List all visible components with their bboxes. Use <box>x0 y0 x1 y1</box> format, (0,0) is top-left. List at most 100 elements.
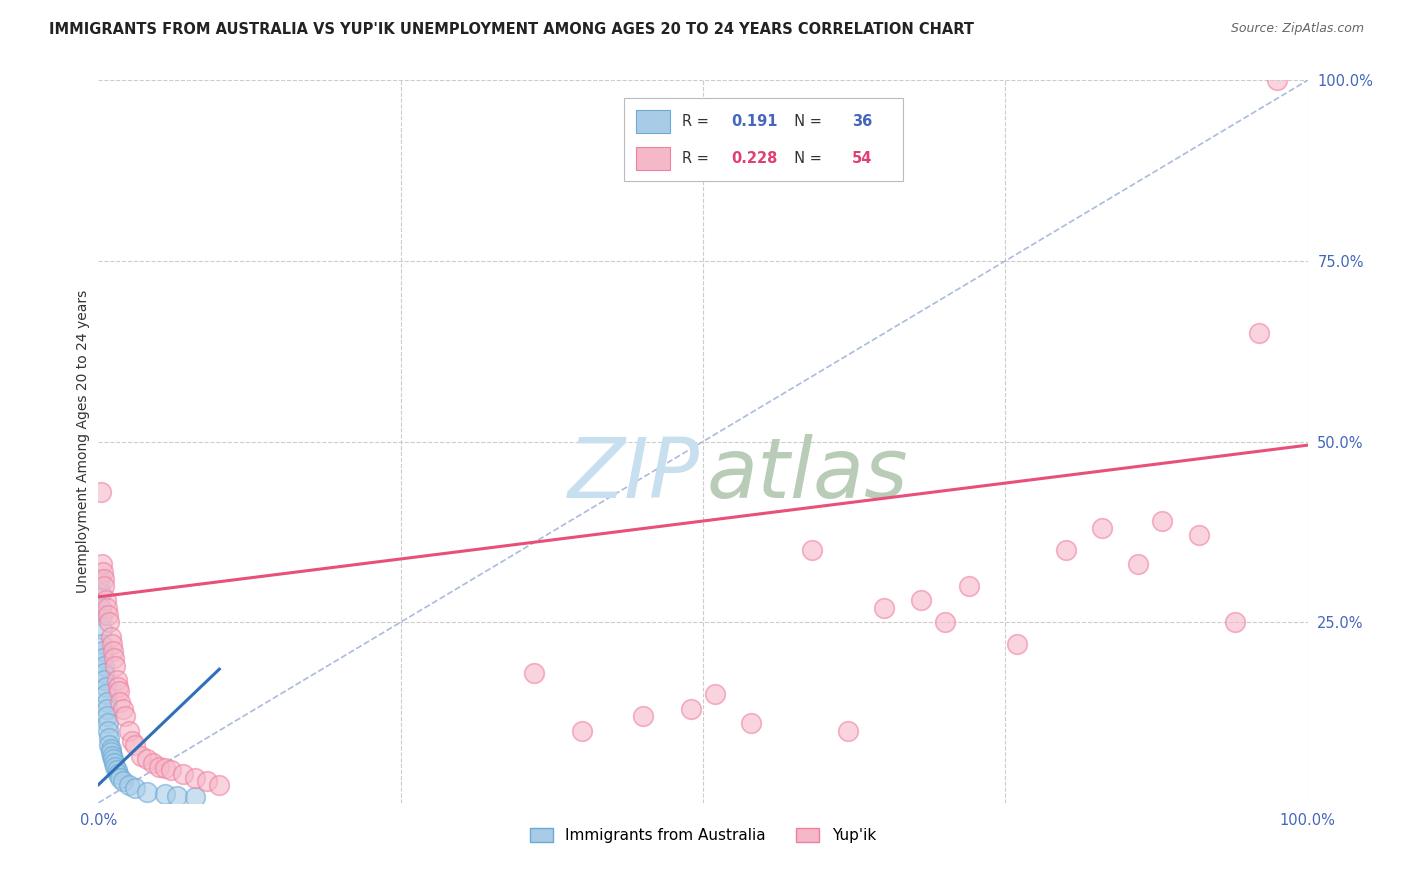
Point <box>571 723 593 738</box>
Point <box>93 658 115 673</box>
Point <box>104 760 127 774</box>
Point <box>100 637 122 651</box>
Point <box>135 752 157 766</box>
Point <box>800 542 823 557</box>
Text: N =: N = <box>785 114 827 129</box>
Point <box>96 600 118 615</box>
Point <box>124 781 146 796</box>
Point <box>94 680 117 694</box>
Point <box>142 756 165 770</box>
Point <box>148 760 170 774</box>
Point <box>1128 558 1150 572</box>
Point <box>631 709 654 723</box>
Point <box>103 651 125 665</box>
Text: 36: 36 <box>852 114 872 129</box>
Point <box>91 565 114 579</box>
Point <box>957 579 980 593</box>
Point <box>93 579 115 593</box>
Point <box>91 607 114 622</box>
Point <box>108 695 131 709</box>
Point <box>153 787 176 801</box>
Point <box>103 756 125 770</box>
Point <box>98 731 121 745</box>
Point <box>523 665 546 680</box>
Text: N =: N = <box>785 151 827 166</box>
Point <box>97 723 120 738</box>
Point <box>837 723 859 738</box>
Point <box>91 651 114 665</box>
Point <box>89 572 111 586</box>
Point <box>135 785 157 799</box>
Point <box>90 586 112 600</box>
Point <box>100 630 122 644</box>
Point <box>108 771 131 785</box>
Point <box>166 789 188 803</box>
Point <box>184 790 207 805</box>
Point <box>108 683 131 698</box>
Point <box>114 709 136 723</box>
FancyBboxPatch shape <box>637 146 671 169</box>
Point <box>100 741 122 756</box>
Point <box>172 767 194 781</box>
Point <box>96 695 118 709</box>
Legend: Immigrants from Australia, Yup'ik: Immigrants from Australia, Yup'ik <box>524 822 882 849</box>
Point <box>111 702 134 716</box>
FancyBboxPatch shape <box>624 98 903 181</box>
Point <box>153 761 176 775</box>
Text: R =: R = <box>682 114 714 129</box>
Point <box>1188 528 1211 542</box>
Point <box>94 593 117 607</box>
Point <box>98 738 121 752</box>
Point <box>1152 514 1174 528</box>
Point <box>873 600 896 615</box>
Point <box>679 702 702 716</box>
Y-axis label: Unemployment Among Ages 20 to 24 years: Unemployment Among Ages 20 to 24 years <box>76 290 90 593</box>
Text: Source: ZipAtlas.com: Source: ZipAtlas.com <box>1230 22 1364 36</box>
Point <box>91 558 114 572</box>
Point <box>96 709 118 723</box>
Text: ZIP: ZIP <box>568 434 699 515</box>
Point <box>740 716 762 731</box>
Point <box>107 680 129 694</box>
Text: 54: 54 <box>852 151 872 166</box>
Point <box>97 607 120 622</box>
Point <box>97 716 120 731</box>
Text: 0.228: 0.228 <box>731 151 778 166</box>
Point <box>96 702 118 716</box>
Point <box>93 673 115 687</box>
Point <box>105 673 128 687</box>
Point <box>93 665 115 680</box>
Point <box>1091 521 1114 535</box>
Point <box>121 734 143 748</box>
Point <box>1267 73 1289 87</box>
Point <box>91 644 114 658</box>
Point <box>704 687 727 701</box>
Point <box>100 745 122 759</box>
Point <box>104 658 127 673</box>
Point <box>101 752 124 766</box>
Point <box>129 748 152 763</box>
Point <box>910 593 932 607</box>
Point <box>107 767 129 781</box>
Text: 0.191: 0.191 <box>731 114 778 129</box>
Point <box>1249 326 1271 340</box>
Point <box>100 748 122 763</box>
Point <box>1054 542 1077 557</box>
Point <box>1007 637 1029 651</box>
Point <box>90 485 112 500</box>
Point <box>105 764 128 778</box>
Point <box>93 572 115 586</box>
Text: atlas: atlas <box>707 434 908 515</box>
FancyBboxPatch shape <box>637 110 671 133</box>
Point <box>184 771 207 785</box>
Point <box>160 764 183 778</box>
Point <box>91 637 114 651</box>
Point <box>934 615 956 630</box>
Point <box>195 774 218 789</box>
Text: R =: R = <box>682 151 714 166</box>
Point <box>94 687 117 701</box>
Point <box>118 723 141 738</box>
Point <box>91 623 114 637</box>
Text: IMMIGRANTS FROM AUSTRALIA VS YUP'IK UNEMPLOYMENT AMONG AGES 20 TO 24 YEARS CORRE: IMMIGRANTS FROM AUSTRALIA VS YUP'IK UNEM… <box>49 22 974 37</box>
Point <box>101 644 124 658</box>
